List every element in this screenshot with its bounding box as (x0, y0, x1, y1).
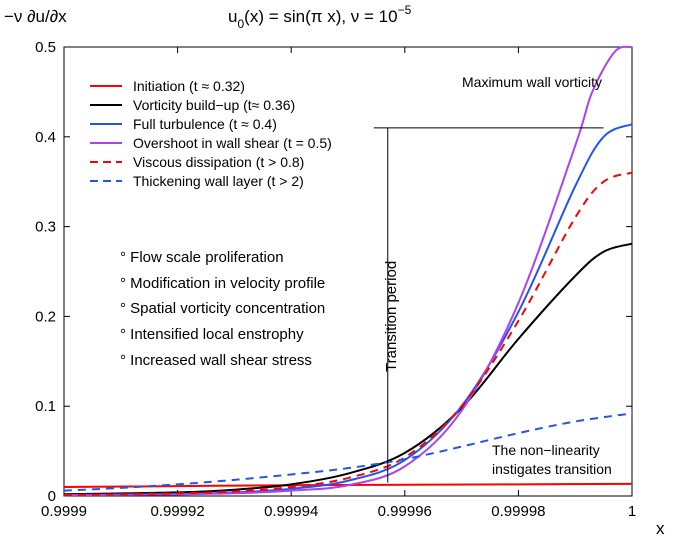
x-tick-label: 0.99996 (378, 503, 432, 520)
x-axis-label: x (656, 519, 665, 538)
chart-title: u0(x) = sin(π x), ν = 10−5 (228, 3, 412, 31)
legend-label: Vorticity build−up (t≈ 0.36) (133, 97, 295, 113)
legend-label: Full turbulence (t ≈ 0.4) (133, 116, 277, 132)
x-tick-label: 0.99992 (150, 503, 204, 520)
note-item: ° Modification in velocity profile (120, 275, 325, 292)
y-tick-label: 0.3 (35, 219, 56, 236)
notes-list: ° Flow scale proliferation ° Modificatio… (120, 249, 325, 369)
legend-label: Thickening wall layer (t > 2) (133, 173, 304, 189)
x-tick-label: 1 (628, 503, 636, 520)
nonlinearity-label-line1: The non−linearity (492, 442, 600, 458)
nonlinearity-label-line2: instigates transition (492, 461, 612, 477)
max-wall-vorticity-label: Maximum wall vorticity (462, 74, 602, 90)
y-tick-label: 0.2 (35, 308, 56, 325)
x-tick-label: 0.9999 (41, 503, 87, 520)
legend-label: Viscous dissipation (t > 0.8) (133, 154, 304, 170)
note-item: ° Flow scale proliferation (120, 249, 284, 266)
y-tick-label: 0.1 (35, 398, 56, 415)
series-line (63, 45, 633, 497)
transition-period-label: Transition period (383, 261, 400, 372)
legend-label: Overshoot in wall shear (t = 0.5) (133, 135, 332, 151)
series-line (63, 412, 633, 492)
legend: Initiation (t ≈ 0.32) Vorticity build−up … (90, 78, 332, 189)
y-axis-label: −ν ∂u/∂x (4, 7, 67, 26)
note-item: ° Intensified local enstrophy (120, 326, 304, 343)
series-line (63, 171, 633, 497)
note-item: ° Increased wall shear stress (120, 352, 312, 369)
series-line (63, 242, 633, 496)
plot-frame (63, 46, 633, 497)
y-tick-label: 0 (48, 488, 56, 505)
y-tick-label: 0.5 (35, 39, 56, 56)
y-tick-label: 0.4 (35, 129, 56, 146)
x-tick-label: 0.99994 (264, 503, 318, 520)
note-item: ° Spatial vorticity concentration (120, 300, 325, 317)
x-tick-label: 0.99998 (491, 503, 545, 520)
legend-label: Initiation (t ≈ 0.32) (133, 78, 245, 94)
